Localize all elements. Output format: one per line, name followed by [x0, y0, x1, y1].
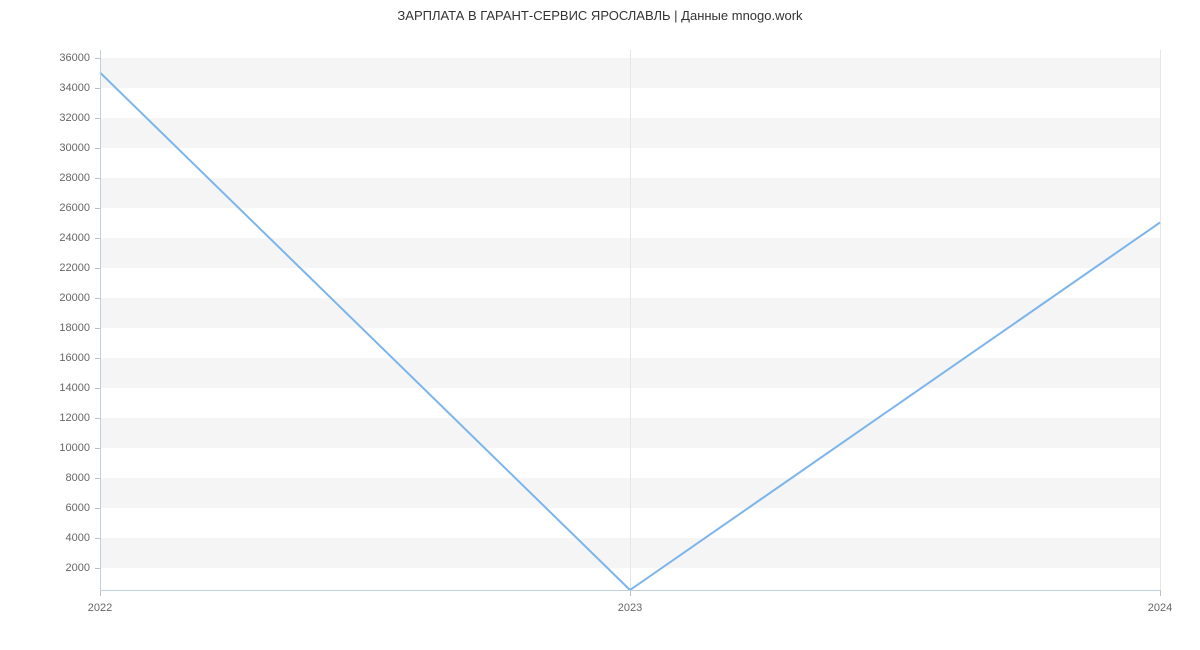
salary-line-chart: ЗАРПЛАТА В ГАРАНТ-СЕРВИС ЯРОСЛАВЛЬ | Дан… [0, 0, 1200, 650]
x-axis-label: 2022 [88, 590, 112, 614]
y-axis-line [100, 50, 101, 590]
y-axis-label: 10000 [59, 442, 100, 454]
y-axis-label: 6000 [66, 502, 100, 514]
x-axis-label: 2023 [618, 590, 642, 614]
y-axis-label: 16000 [59, 352, 100, 364]
x-axis-line [100, 590, 1160, 591]
line-series-salary [100, 73, 1160, 591]
grid-line-vertical [1160, 50, 1161, 590]
y-axis-label: 8000 [66, 472, 100, 484]
y-axis-label: 32000 [59, 112, 100, 124]
y-axis-label: 36000 [59, 52, 100, 64]
plot-area: 2000400060008000100001200014000160001800… [100, 50, 1160, 590]
chart-title: ЗАРПЛАТА В ГАРАНТ-СЕРВИС ЯРОСЛАВЛЬ | Дан… [0, 8, 1200, 23]
y-axis-label: 4000 [66, 532, 100, 544]
y-axis-label: 34000 [59, 82, 100, 94]
y-axis-label: 14000 [59, 382, 100, 394]
y-axis-label: 20000 [59, 292, 100, 304]
y-axis-label: 12000 [59, 412, 100, 424]
y-axis-label: 2000 [66, 562, 100, 574]
x-axis-label: 2024 [1148, 590, 1172, 614]
y-axis-label: 26000 [59, 202, 100, 214]
y-axis-label: 30000 [59, 142, 100, 154]
y-axis-label: 24000 [59, 232, 100, 244]
y-axis-label: 18000 [59, 322, 100, 334]
line-series-svg [100, 50, 1160, 590]
y-axis-label: 28000 [59, 172, 100, 184]
y-axis-label: 22000 [59, 262, 100, 274]
